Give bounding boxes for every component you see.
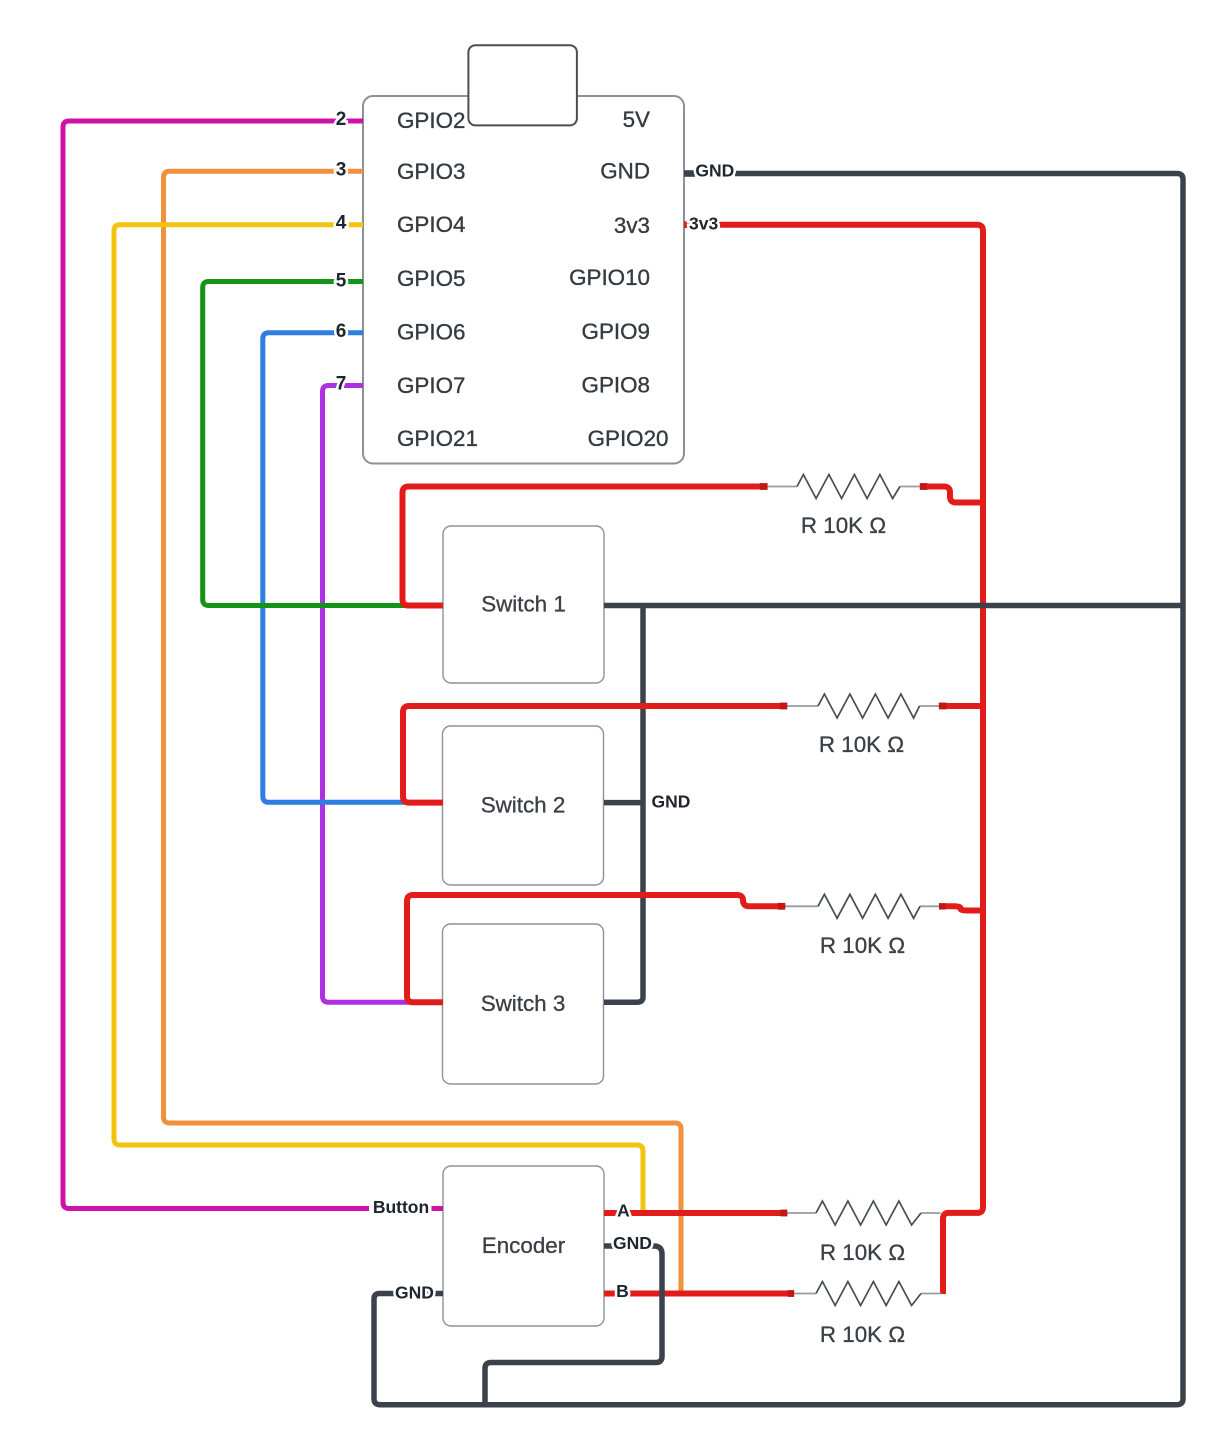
svg-text:GPIO9: GPIO9 bbox=[582, 319, 650, 344]
svg-text:5: 5 bbox=[336, 271, 347, 292]
svg-text:3v3: 3v3 bbox=[614, 213, 650, 238]
svg-text:R 10K Ω: R 10K Ω bbox=[820, 1322, 905, 1347]
svg-text:3: 3 bbox=[336, 159, 347, 180]
svg-text:GPIO7: GPIO7 bbox=[397, 373, 465, 398]
svg-text:7: 7 bbox=[336, 374, 347, 395]
svg-text:GPIO8: GPIO8 bbox=[582, 373, 650, 398]
svg-text:B: B bbox=[616, 1281, 629, 1301]
svg-text:4: 4 bbox=[336, 213, 347, 234]
svg-text:Switch 2: Switch 2 bbox=[481, 793, 566, 818]
svg-text:2: 2 bbox=[336, 109, 347, 130]
svg-text:GPIO20: GPIO20 bbox=[588, 426, 669, 451]
svg-text:GPIO10: GPIO10 bbox=[569, 265, 650, 290]
svg-text:GND: GND bbox=[395, 1283, 434, 1303]
svg-text:R 10K Ω: R 10K Ω bbox=[820, 1240, 905, 1265]
svg-text:GND: GND bbox=[695, 160, 734, 180]
svg-text:Encoder: Encoder bbox=[482, 1233, 566, 1258]
svg-text:A: A bbox=[617, 1201, 630, 1221]
svg-text:Switch 3: Switch 3 bbox=[481, 991, 566, 1016]
svg-text:R 10K Ω: R 10K Ω bbox=[801, 513, 886, 538]
svg-text:GND: GND bbox=[600, 159, 650, 184]
svg-text:5V: 5V bbox=[623, 107, 650, 132]
svg-text:GPIO3: GPIO3 bbox=[397, 159, 465, 184]
svg-text:GPIO2: GPIO2 bbox=[397, 108, 465, 133]
svg-text:GND: GND bbox=[652, 792, 691, 812]
svg-text:3v3: 3v3 bbox=[689, 213, 718, 233]
svg-text:Button: Button bbox=[373, 1197, 429, 1217]
svg-text:6: 6 bbox=[336, 321, 347, 342]
svg-text:GND: GND bbox=[613, 1233, 652, 1253]
svg-text:Switch 1: Switch 1 bbox=[481, 592, 566, 617]
svg-text:GPIO21: GPIO21 bbox=[397, 426, 478, 451]
svg-text:GPIO4: GPIO4 bbox=[397, 212, 465, 237]
svg-text:GPIO6: GPIO6 bbox=[397, 320, 465, 345]
svg-text:R 10K Ω: R 10K Ω bbox=[820, 933, 905, 958]
svg-text:GPIO5: GPIO5 bbox=[397, 266, 465, 291]
svg-text:R 10K Ω: R 10K Ω bbox=[819, 732, 904, 757]
